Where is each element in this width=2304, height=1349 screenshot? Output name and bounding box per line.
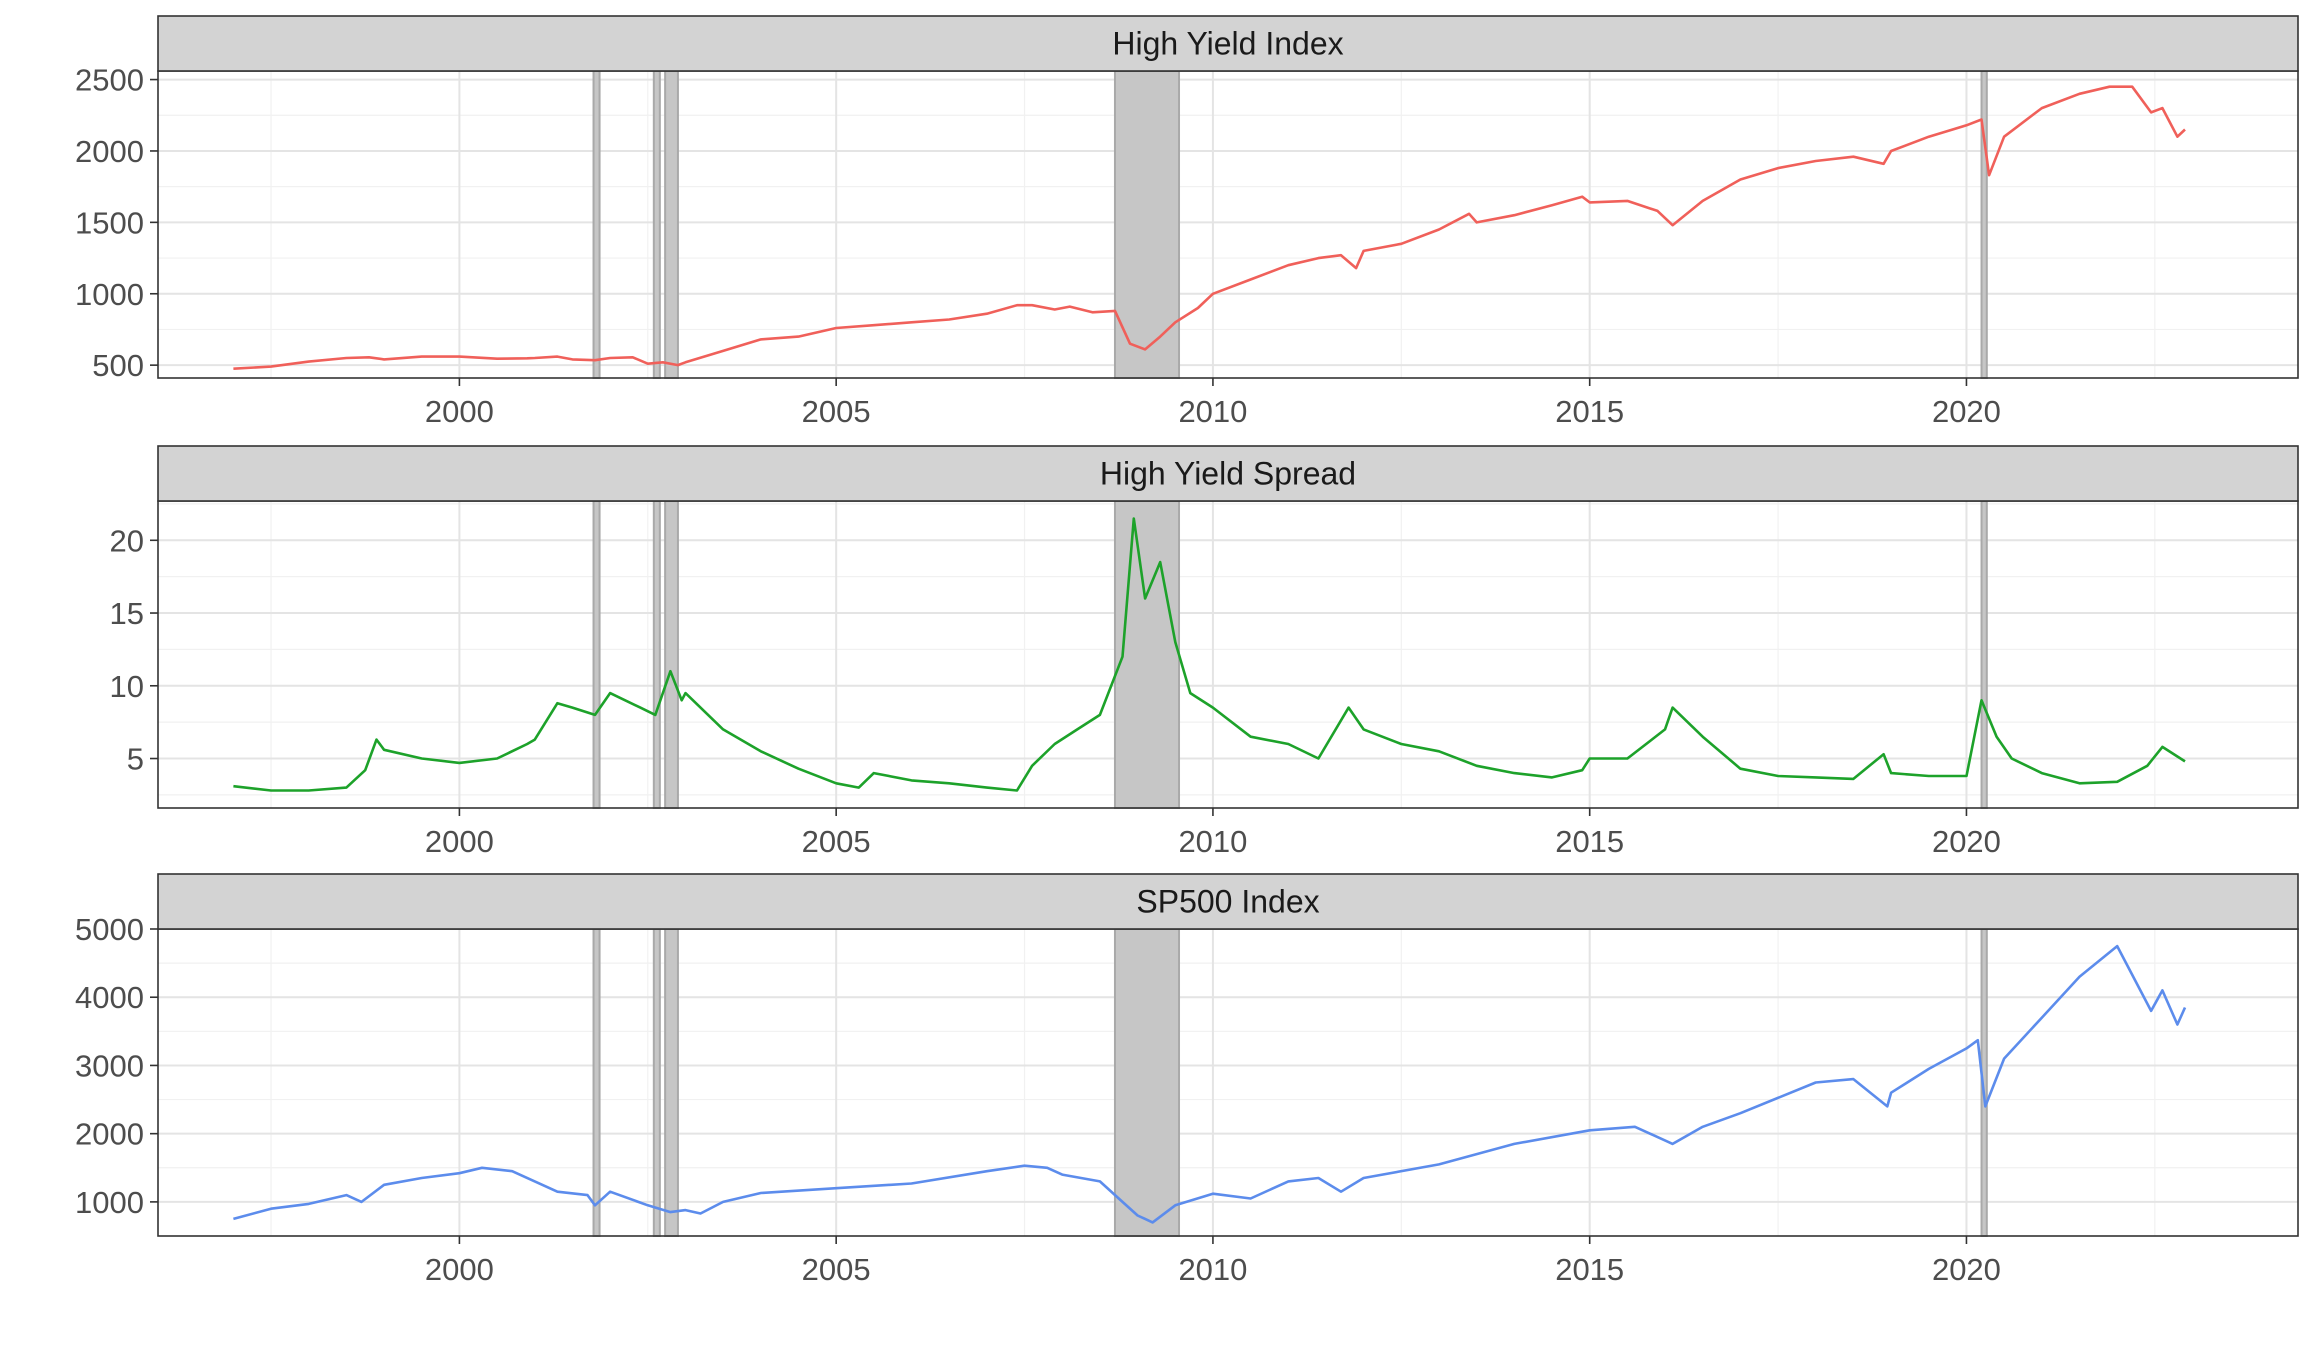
y-tick-label: 1500 xyxy=(75,205,144,240)
x-tick-label: 2015 xyxy=(1555,394,1624,429)
y-tick-label: 500 xyxy=(92,348,144,383)
series-line-3 xyxy=(233,944,2187,1224)
shaded-band xyxy=(1980,500,1988,809)
y-tick-label: 5000 xyxy=(75,912,144,947)
x-tick-label: 2000 xyxy=(425,1252,494,1287)
x-tick-label: 2010 xyxy=(1178,1252,1247,1287)
y-tick-label: 10 xyxy=(110,669,144,704)
shaded-band xyxy=(664,928,679,1237)
x-tick-label: 2005 xyxy=(802,1252,871,1287)
x-tick-label: 2020 xyxy=(1932,824,2001,859)
x-tick-label: 2010 xyxy=(1178,824,1247,859)
x-tick-label: 2020 xyxy=(1932,1252,2001,1287)
shaded-band xyxy=(1113,70,1181,379)
x-tick-label: 2005 xyxy=(802,394,871,429)
shaded-band xyxy=(1113,500,1181,809)
panel-background xyxy=(158,929,2298,1236)
series-line-2 xyxy=(233,517,2186,792)
facet-panel-1: High Yield Index 500 1000 1500 2000 2500 2000 2… xyxy=(75,15,2299,429)
y-tick-label: 1000 xyxy=(75,277,144,312)
shaded-band xyxy=(1980,70,1988,379)
shaded-band xyxy=(652,70,661,379)
shaded-band xyxy=(664,500,679,809)
facet-strip-title: High Yield Index xyxy=(1112,26,1343,62)
shaded-band xyxy=(664,70,679,379)
facet-strip-title: SP500 Index xyxy=(1136,884,1319,920)
y-tick-label: 15 xyxy=(110,596,144,631)
facet-strip-title: High Yield Spread xyxy=(1100,456,1356,492)
shaded-band xyxy=(652,500,661,809)
x-tick-label: 2015 xyxy=(1555,824,1624,859)
y-tick-label: 2000 xyxy=(75,134,144,169)
x-tick-label: 2015 xyxy=(1555,1252,1624,1287)
shaded-band xyxy=(592,928,601,1237)
x-tick-label: 2005 xyxy=(802,824,871,859)
shaded-band xyxy=(592,70,601,379)
shaded-band xyxy=(592,500,601,809)
x-tick-label: 2000 xyxy=(425,824,494,859)
series-line-1 xyxy=(233,85,2186,370)
facet-strip xyxy=(157,873,2299,930)
y-tick-label: 2500 xyxy=(75,63,144,98)
y-tick-label: 1000 xyxy=(75,1185,144,1220)
y-tick-label: 5 xyxy=(127,742,144,777)
y-tick-label: 4000 xyxy=(75,980,144,1015)
shaded-band xyxy=(1113,928,1181,1237)
y-tick-label: 20 xyxy=(110,523,144,558)
facet-panel-2: High Yield Spread 5 10 15 20 2000 2005 2010 2015… xyxy=(110,445,2299,859)
x-tick-label: 2000 xyxy=(425,394,494,429)
y-tick-label: 3000 xyxy=(75,1048,144,1083)
x-tick-label: 2020 xyxy=(1932,394,2001,429)
shaded-band xyxy=(652,928,661,1237)
panel-background xyxy=(158,71,2298,378)
y-tick-label: 2000 xyxy=(75,1117,144,1152)
panel-background xyxy=(158,501,2298,808)
facet-strip xyxy=(157,445,2299,502)
x-tick-label: 2010 xyxy=(1178,394,1247,429)
facet-panel-3: SP500 Index 1000 2000 3000 4000 5000 2000 2005 2… xyxy=(75,873,2299,1287)
facet-strip xyxy=(157,15,2299,72)
